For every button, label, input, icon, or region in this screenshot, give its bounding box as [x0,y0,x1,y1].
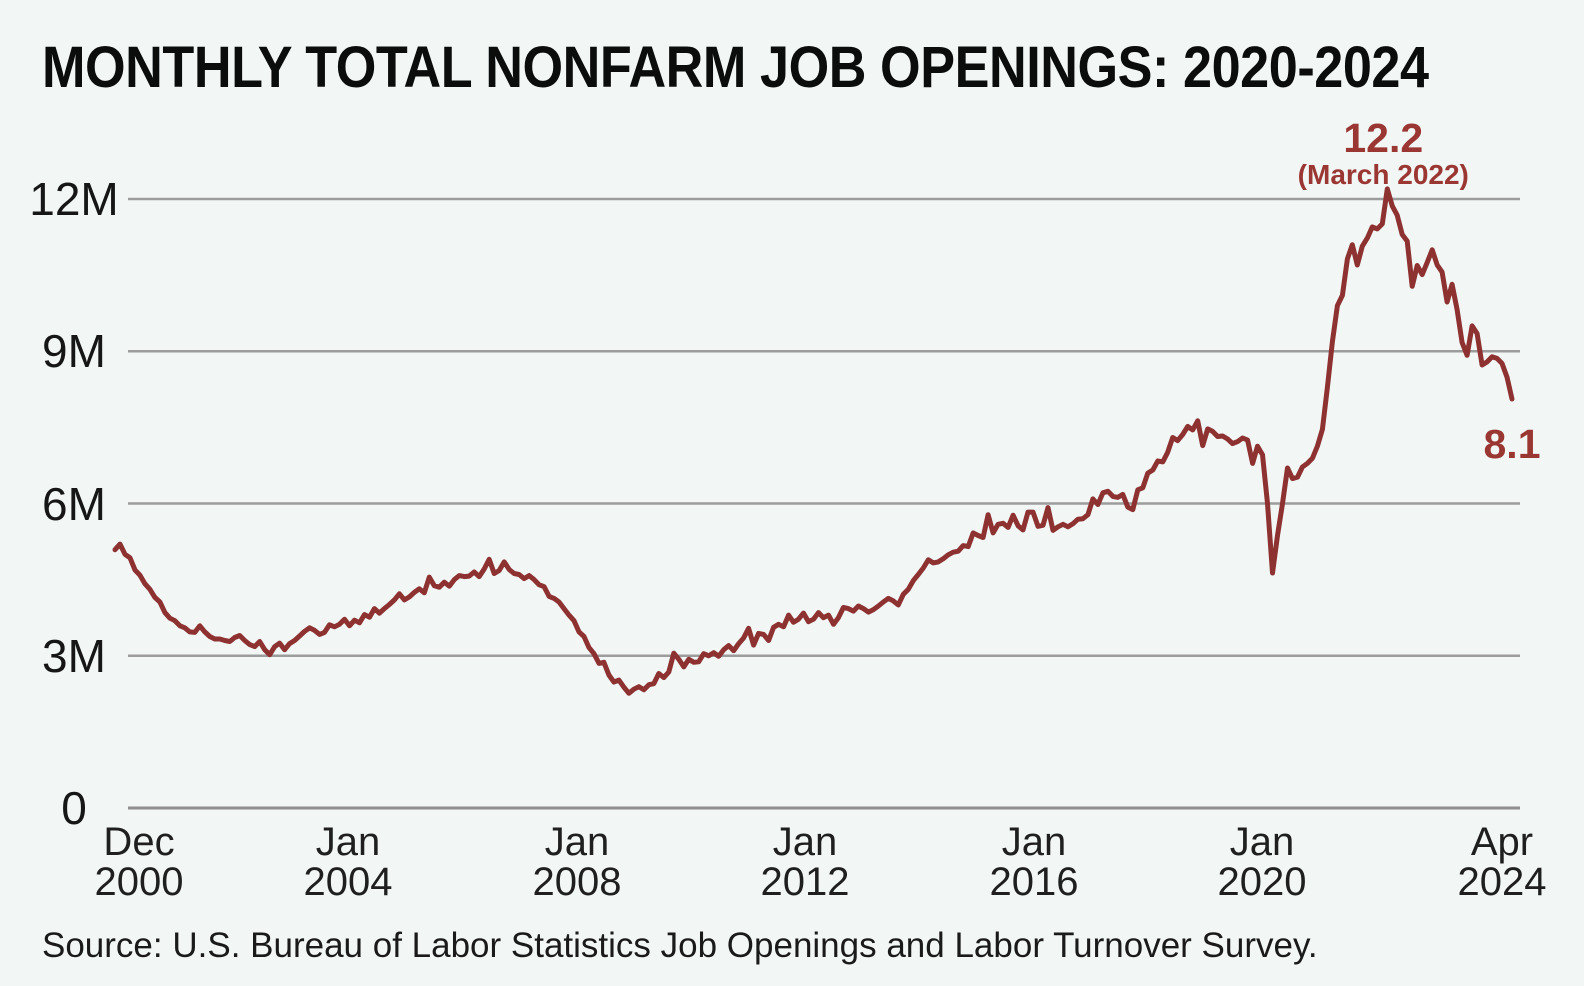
x-tick-label-2000: Dec 2000 [95,822,184,902]
x-tick-label-2008: Jan 2008 [533,822,622,902]
x-tick-year: 2016 [989,860,1079,904]
peak-annotation: 12.2 (March 2022) [1298,117,1469,190]
y-tick-label-0: 0 [61,782,87,834]
x-tick-label-2024: Apr 2024 [1458,822,1547,902]
job-openings-line [112,186,1515,696]
x-tick-month: Jan [315,820,381,864]
x-tick-month: Apr [1470,820,1534,864]
x-tick-year: 2024 [1457,860,1547,904]
x-tick-month: Jan [1001,820,1067,864]
source-note: Source: U.S. Bureau of Labor Statistics … [42,926,1318,965]
x-tick-year: 2000 [94,860,184,904]
peak-value-label: 12.2 [1343,114,1424,161]
y-tick-label-3M: 3M [42,629,106,682]
latest-value-label: 8.1 [1483,420,1541,467]
x-tick-label-2004: Jan 2004 [304,822,393,902]
y-tick-label-6M: 6M [42,477,106,530]
x-tick-label-2012: Jan 2012 [761,822,850,902]
x-tick-month: Dec [103,820,175,864]
x-tick-month: Jan [772,820,838,864]
x-tick-month: Jan [544,820,610,864]
y-tick-label-9M: 9M [42,325,106,378]
x-tick-label-2016: Jan 2016 [990,822,1079,902]
x-tick-year: 2012 [760,860,850,904]
chart-title: MONTHLY TOTAL NONFARM JOB OPENINGS: 2020… [42,35,1429,100]
x-tick-year: 2004 [303,860,393,904]
x-tick-year: 2020 [1217,860,1307,904]
x-tick-year: 2008 [532,860,622,904]
y-tick-label-12M: 12M [29,173,119,225]
x-tick-label-2020: Jan 2020 [1218,822,1307,902]
gridlines [128,197,1520,810]
x-tick-month: Jan [1229,820,1295,864]
peak-date-label: (March 2022) [1297,158,1469,190]
